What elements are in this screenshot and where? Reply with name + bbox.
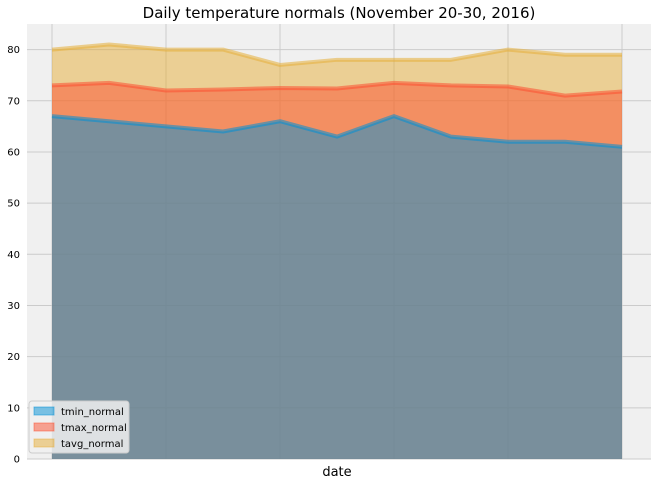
y-axis-ticks: 0 10 20 30 40 50 60 70 80 [7,45,20,465]
legend-swatch-tmin_normal [33,406,55,416]
legend-label-tmax_normal: tmax_normal [61,423,127,434]
y-tick-label: 50 [7,199,20,210]
y-tick-label: 60 [7,147,20,158]
y-tick-label: 10 [7,403,20,414]
legend-swatch-tavg_normal [33,438,55,448]
y-tick-label: 70 [7,96,20,107]
y-tick-label: 40 [7,250,20,261]
line-tmax_normal [51,80,623,98]
y-tick-label: 30 [7,301,20,312]
y-tick-label: 80 [7,45,20,56]
y-tick-label: 0 [14,455,20,466]
x-axis-label: date [322,465,351,480]
legend-label-tavg_normal: tavg_normal [61,439,123,450]
line-tavg_normal [51,42,622,67]
series-areas [51,42,623,460]
line-tmin_normal [51,114,623,149]
y-tick-label: 20 [7,352,20,363]
legend: tmin_normal tmax_normal tavg_normal [28,400,130,454]
chart-title: Daily temperature normals (November 20-3… [143,4,536,22]
legend-label-tmin_normal: tmin_normal [61,407,124,418]
area-tmin_normal [52,116,622,460]
legend-swatch-tmax_normal [33,422,55,432]
